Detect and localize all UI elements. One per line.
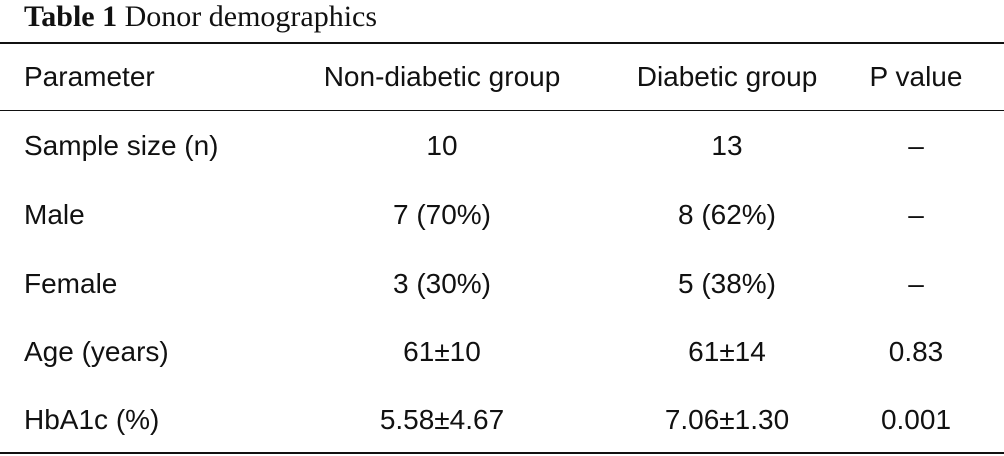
header-parameter: Parameter [24,61,155,92]
header-diabetic-group: Diabetic group [636,61,818,92]
row-female-p-value: – [908,268,924,299]
row-male-label: Male [24,199,85,230]
row-hba1c-diabetic: 7.06±1.30 [664,404,790,435]
row-male-diabetic: 8 (62%) [677,199,777,230]
table-bottom-rule [0,452,1004,454]
row-hba1c-non-diabetic: 5.58±4.67 [379,404,505,435]
table-caption-title: Donor demographics [124,0,378,33]
row-female-diabetic: 5 (38%) [677,268,777,299]
row-hba1c-label: HbA1c (%) [24,404,160,435]
row-sample-size-diabetic: 13 [711,130,743,161]
row-age-diabetic: 61±14 [688,336,766,367]
row-female-label: Female [24,268,118,299]
row-female-non-diabetic: 3 (30%) [392,268,492,299]
row-male-non-diabetic: 7 (70%) [392,199,492,230]
table-header-rule [0,110,1004,111]
row-age-label: Age (years) [24,336,169,367]
row-age-p-value: 0.83 [888,336,944,367]
table-top-rule [0,42,1004,44]
row-sample-size-p-value: – [908,130,924,161]
table-caption: Table 1 Donor demographics [24,0,377,36]
row-sample-size-non-diabetic: 10 [426,130,458,161]
row-male-p-value: – [908,199,924,230]
header-p-value: P value [869,61,963,92]
row-age-non-diabetic: 61±10 [403,336,481,367]
header-non-diabetic-group: Non-diabetic group [323,61,561,92]
row-sample-size-label: Sample size (n) [24,130,219,161]
table-caption-label: Table 1 [24,0,118,33]
row-hba1c-p-value: 0.001 [880,404,952,435]
